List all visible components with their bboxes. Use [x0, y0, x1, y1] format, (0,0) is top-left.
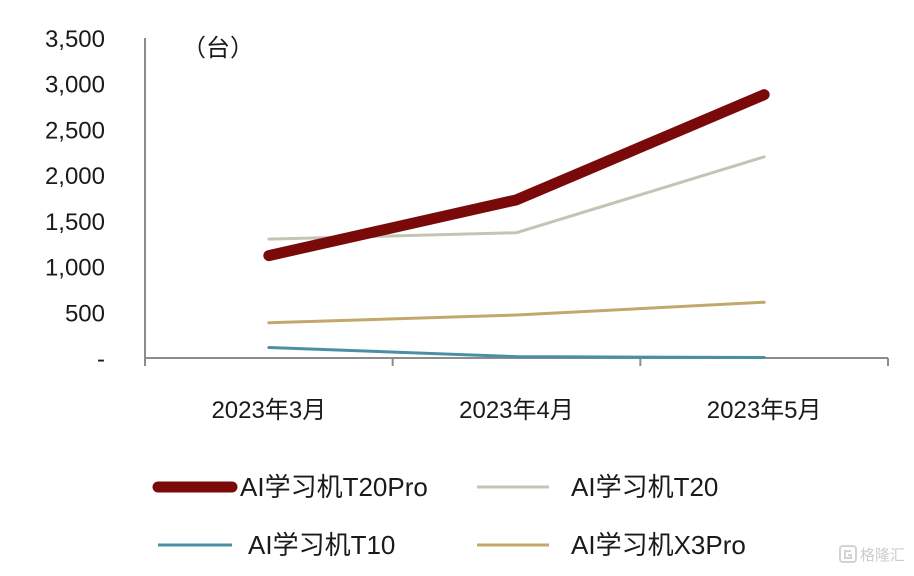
series-AI学习机T20Pro: [263, 89, 770, 262]
legend-item: AI学习机T20Pro: [152, 472, 428, 502]
x-tick-label: 2023年5月: [707, 397, 822, 424]
legend-label: AI学习机T20: [571, 472, 718, 502]
legend: AI学习机T20Pro AI学习机T20 AI学习机T10 AI学习机X3Pro: [152, 472, 746, 560]
y-tick-label: 2,500: [45, 117, 105, 144]
y-axis: - 500 1,000 1,500 2,000 2,500 3,000 3,500: [45, 26, 146, 373]
watermark-text: 格隆汇: [860, 546, 905, 564]
legend-item: AI学习机T10: [158, 530, 395, 560]
unit-label: （台）: [182, 34, 254, 62]
series-AI学习机T10: [267, 345, 766, 360]
series-layer: [263, 89, 770, 360]
y-tick-label: 3,000: [45, 72, 105, 99]
y-tick-label: 1,500: [45, 209, 105, 236]
y-tick-label: 500: [65, 300, 105, 327]
series-line: [267, 300, 766, 325]
y-tick-label: 2,000: [45, 163, 105, 190]
series-AI学习机X3Pro: [267, 300, 766, 325]
x-axis: 2023年3月 2023年4月 2023年5月: [144, 357, 889, 424]
legend-label: AI学习机T10: [248, 530, 395, 560]
legend-label: AI学习机X3Pro: [571, 530, 746, 560]
series-line: [267, 345, 766, 360]
legend-label: AI学习机T20Pro: [240, 472, 428, 502]
x-tick-label: 2023年3月: [211, 397, 326, 424]
x-tick-label: 2023年4月: [459, 397, 574, 424]
watermark: 格隆汇: [839, 545, 905, 564]
gelonghui-logo-icon: [839, 545, 857, 563]
legend-item: AI学习机X3Pro: [477, 530, 746, 560]
y-tick-label: -: [97, 346, 105, 373]
y-tick-label: 3,500: [45, 26, 105, 53]
legend-item: AI学习机T20: [477, 472, 718, 502]
y-tick-label: 1,000: [45, 255, 105, 282]
